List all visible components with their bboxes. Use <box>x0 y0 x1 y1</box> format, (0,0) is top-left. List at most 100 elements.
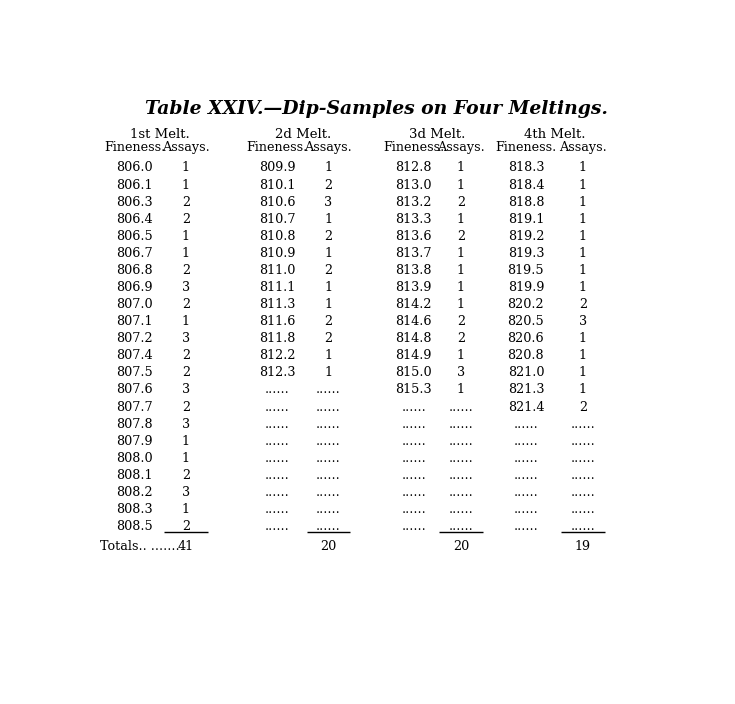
Text: 813.6: 813.6 <box>395 230 432 243</box>
Text: ......: ...... <box>265 452 290 465</box>
Text: 2: 2 <box>324 230 332 243</box>
Text: 2: 2 <box>182 401 190 413</box>
Text: ......: ...... <box>514 452 538 465</box>
Text: 2: 2 <box>182 366 190 379</box>
Text: 1: 1 <box>182 503 190 516</box>
Text: 807.1: 807.1 <box>116 315 153 328</box>
Text: 1: 1 <box>457 384 465 396</box>
Text: 813.8: 813.8 <box>395 264 432 277</box>
Text: 809.9: 809.9 <box>259 161 295 175</box>
Text: 1: 1 <box>457 247 465 260</box>
Text: ......: ...... <box>401 520 426 533</box>
Text: 811.8: 811.8 <box>259 332 295 345</box>
Text: ......: ...... <box>514 469 538 482</box>
Text: 2: 2 <box>182 349 190 363</box>
Text: ......: ...... <box>401 503 426 516</box>
Text: ......: ...... <box>448 401 473 413</box>
Text: 806.1: 806.1 <box>116 179 153 191</box>
Text: 1: 1 <box>457 281 465 294</box>
Text: 811.3: 811.3 <box>259 298 295 311</box>
Text: 2: 2 <box>182 469 190 482</box>
Text: 806.9: 806.9 <box>116 281 153 294</box>
Text: ......: ...... <box>401 417 426 431</box>
Text: 806.8: 806.8 <box>116 264 153 277</box>
Text: 2: 2 <box>579 298 587 311</box>
Text: 1: 1 <box>579 384 587 396</box>
Text: ......: ...... <box>265 503 290 516</box>
Text: 813.3: 813.3 <box>395 213 432 226</box>
Text: Fineness.: Fineness. <box>495 142 556 154</box>
Text: 3: 3 <box>182 417 190 431</box>
Text: 3: 3 <box>182 281 190 294</box>
Text: 1: 1 <box>182 247 190 260</box>
Text: 820.2: 820.2 <box>508 298 544 311</box>
Text: ......: ...... <box>265 401 290 413</box>
Text: ......: ...... <box>570 417 595 431</box>
Text: 819.1: 819.1 <box>508 213 544 226</box>
Text: 813.9: 813.9 <box>395 281 432 294</box>
Text: 1: 1 <box>579 161 587 175</box>
Text: ......: ...... <box>265 469 290 482</box>
Text: 2: 2 <box>182 298 190 311</box>
Text: 821.0: 821.0 <box>508 366 544 379</box>
Text: ......: ...... <box>570 503 595 516</box>
Text: 810.8: 810.8 <box>259 230 295 243</box>
Text: ......: ...... <box>514 417 538 431</box>
Text: 3: 3 <box>457 366 465 379</box>
Text: 2: 2 <box>457 315 465 328</box>
Text: ......: ...... <box>316 503 340 516</box>
Text: 1: 1 <box>579 332 587 345</box>
Text: ......: ...... <box>316 434 340 448</box>
Text: ......: ...... <box>316 452 340 465</box>
Text: ......: ...... <box>448 520 473 533</box>
Text: ......: ...... <box>448 434 473 448</box>
Text: 4th Melt.: 4th Melt. <box>523 128 585 141</box>
Text: 1st Melt.: 1st Melt. <box>130 128 190 141</box>
Text: 821.3: 821.3 <box>508 384 544 396</box>
Text: ......: ...... <box>316 417 340 431</box>
Text: 1: 1 <box>579 349 587 363</box>
Text: Assays.: Assays. <box>559 142 607 154</box>
Text: 814.8: 814.8 <box>395 332 432 345</box>
Text: 1: 1 <box>579 179 587 191</box>
Text: 810.9: 810.9 <box>259 247 295 260</box>
Text: 3: 3 <box>324 196 332 208</box>
Text: Totals.. .......: Totals.. ....... <box>101 541 180 553</box>
Text: 808.3: 808.3 <box>116 503 153 516</box>
Text: 1: 1 <box>579 264 587 277</box>
Text: 2: 2 <box>182 520 190 533</box>
Text: 810.6: 810.6 <box>259 196 295 208</box>
Text: 1: 1 <box>182 452 190 465</box>
Text: ......: ...... <box>448 486 473 499</box>
Text: 806.5: 806.5 <box>116 230 153 243</box>
Text: 806.4: 806.4 <box>116 213 153 226</box>
Text: ......: ...... <box>448 417 473 431</box>
Text: ......: ...... <box>265 520 290 533</box>
Text: 1: 1 <box>579 247 587 260</box>
Text: 1: 1 <box>182 161 190 175</box>
Text: ......: ...... <box>570 469 595 482</box>
Text: 1: 1 <box>457 213 465 226</box>
Text: 807.2: 807.2 <box>116 332 153 345</box>
Text: 812.8: 812.8 <box>395 161 432 175</box>
Text: Table XXIV.—Dip-Samples on Four Meltings.: Table XXIV.—Dip-Samples on Four Meltings… <box>146 100 608 118</box>
Text: ......: ...... <box>514 503 538 516</box>
Text: 807.9: 807.9 <box>116 434 153 448</box>
Text: 808.1: 808.1 <box>116 469 153 482</box>
Text: 20: 20 <box>320 541 337 553</box>
Text: 812.3: 812.3 <box>259 366 295 379</box>
Text: 1: 1 <box>579 213 587 226</box>
Text: ......: ...... <box>570 434 595 448</box>
Text: 813.2: 813.2 <box>395 196 432 208</box>
Text: ......: ...... <box>570 520 595 533</box>
Text: 3: 3 <box>182 332 190 345</box>
Text: 818.4: 818.4 <box>508 179 544 191</box>
Text: 1: 1 <box>579 366 587 379</box>
Text: 808.2: 808.2 <box>116 486 153 499</box>
Text: 1: 1 <box>182 434 190 448</box>
Text: 1: 1 <box>579 281 587 294</box>
Text: 2: 2 <box>457 332 465 345</box>
Text: 2: 2 <box>457 196 465 208</box>
Text: ......: ...... <box>401 452 426 465</box>
Text: 3: 3 <box>182 384 190 396</box>
